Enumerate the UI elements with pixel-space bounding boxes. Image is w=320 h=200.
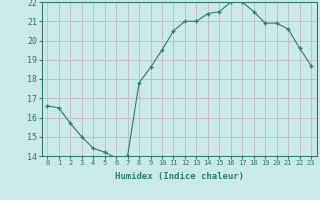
X-axis label: Humidex (Indice chaleur): Humidex (Indice chaleur)	[115, 172, 244, 181]
